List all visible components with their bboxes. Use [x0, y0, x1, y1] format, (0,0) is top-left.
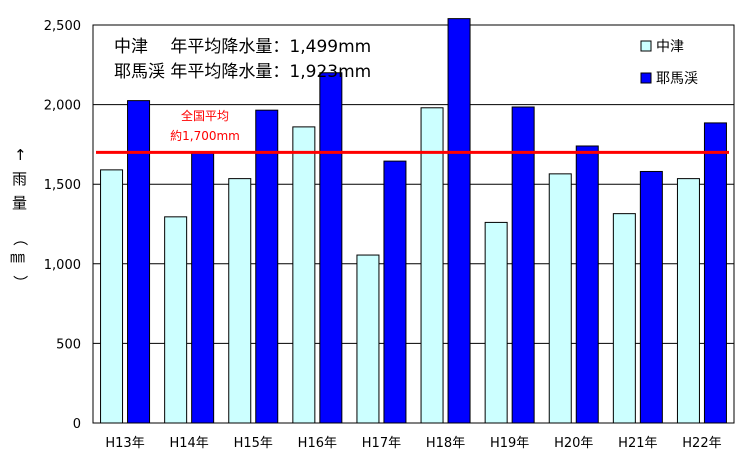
bar-nakatsu [612, 213, 636, 424]
reference-label: 全国平均 [181, 108, 229, 123]
bar-nakatsu [548, 173, 572, 424]
legend-swatch-yabakei [640, 72, 652, 84]
x-tick-label: H15年 [234, 436, 273, 451]
bar-nakatsu [292, 126, 316, 424]
bar-nakatsu [228, 178, 252, 424]
x-tick-label: H17年 [362, 436, 401, 451]
annotation-yabakei: 耶馬渓 年平均降水量：1,923mm [114, 62, 371, 82]
annotation-nakatsu: 中津 年平均降水量：1,499mm [114, 37, 371, 57]
bar-yabakei [575, 145, 599, 424]
y-tick-label: 2,000 [44, 99, 81, 114]
bar-yabakei [191, 151, 215, 424]
y-axis-ticks: 0 500 1,000 1,500 2,000 2,500 [44, 19, 81, 432]
x-tick-label: H19年 [490, 436, 529, 451]
y-tick-label: 500 [56, 337, 81, 352]
bar-yabakei [255, 109, 279, 424]
x-tick-label: H13年 [105, 436, 144, 451]
ylabel-char: 雨 [12, 170, 27, 188]
bar-yabakei [639, 170, 663, 424]
reference-value-label: 約1,700mm [170, 128, 240, 143]
x-tick-label: H14年 [169, 436, 208, 451]
y-tick-label: 1,000 [44, 258, 81, 273]
y-tick-label: 0 [73, 417, 81, 432]
bar-nakatsu [100, 169, 124, 424]
ylabel-char: （ [11, 231, 29, 246]
bar-yabakei [383, 160, 407, 424]
ylabel-char: ↑ [14, 146, 27, 164]
x-tick-label: H22年 [682, 436, 721, 451]
x-axis-ticks: H13年 H14年 H15年 H16年 H17年 H18年 H19年 H20年 H21年 H22年 [105, 436, 721, 451]
legend-swatch-nakatsu [640, 40, 652, 52]
plot-area [92, 24, 735, 424]
bar-nakatsu [484, 221, 508, 424]
ylabel-char: 量 [12, 194, 27, 212]
bars [100, 18, 727, 424]
bar-yabakei [447, 18, 471, 424]
legend: 中津 耶馬渓 [640, 39, 698, 87]
ylabel-char: ㎜ [10, 248, 25, 266]
x-tick-label: H18年 [426, 436, 465, 451]
x-tick-label: H16年 [298, 436, 337, 451]
legend-label-nakatsu: 中津 [656, 39, 684, 55]
bar-yabakei [127, 100, 151, 424]
bar-yabakei [319, 72, 343, 424]
bar-nakatsu [420, 107, 444, 424]
x-tick-label: H20年 [554, 436, 593, 451]
bar-nakatsu [164, 216, 188, 424]
bar-nakatsu [356, 254, 380, 424]
bar-yabakei [703, 122, 727, 424]
y-axis-label: ↑ 雨 量 （ ㎜ ） [10, 146, 29, 290]
bar-nakatsu [676, 178, 700, 424]
legend-label-yabakei: 耶馬渓 [656, 71, 698, 87]
x-tick-label: H21年 [618, 436, 657, 451]
bar-yabakei [511, 106, 535, 424]
y-tick-label: 2,500 [44, 19, 81, 34]
y-tick-label: 1,500 [44, 178, 81, 193]
ylabel-char: ） [11, 275, 29, 290]
